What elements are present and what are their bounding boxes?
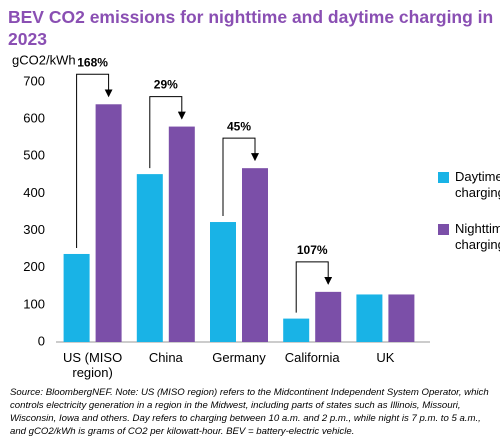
x-tick-label: UK [376,350,395,365]
bar [388,294,415,342]
y-tick-label: 500 [23,148,45,163]
bar [95,104,122,343]
bar [242,168,268,342]
bar [63,253,90,342]
y-tick-label: 300 [23,222,45,237]
annotation-bracket [76,73,113,248]
bar [315,291,342,342]
y-tick-label: 400 [23,185,45,200]
annotation-label: 168% [77,55,108,69]
y-tick-label: 200 [23,259,45,274]
annotation-bracket [149,96,186,169]
bar [210,222,236,342]
legend-swatch [438,172,449,183]
legend-label: Daytime charging [455,169,500,200]
bar [168,126,195,342]
legend-swatch [438,224,449,235]
y-tick-label: 700 [23,73,45,88]
x-tick-label: California [284,350,340,365]
bar [283,318,310,342]
annotation-label: 107% [297,243,328,257]
y-tick-label: 600 [23,111,45,126]
x-tick-label: US (MISO region) [62,350,123,380]
annotation-bracket [222,137,259,217]
bar [356,294,383,342]
y-axis-label: gCO2/kWh [12,52,76,67]
bar [136,174,163,342]
chart-title: BEV CO2 emissions for nighttime and dayt… [8,7,494,49]
x-tick-label: China [148,350,183,365]
x-tick-label: Germany [212,350,266,365]
source-note: Source: BloombergNEF. Note: US (MISO reg… [10,387,489,437]
annotation-bracket [295,261,333,313]
annotation-label: 29% [154,78,178,92]
annotation-label: 45% [227,119,251,133]
y-tick-label: 100 [23,296,45,311]
legend-label: Nighttime charging [455,221,500,252]
y-tick-label: 0 [38,333,45,348]
